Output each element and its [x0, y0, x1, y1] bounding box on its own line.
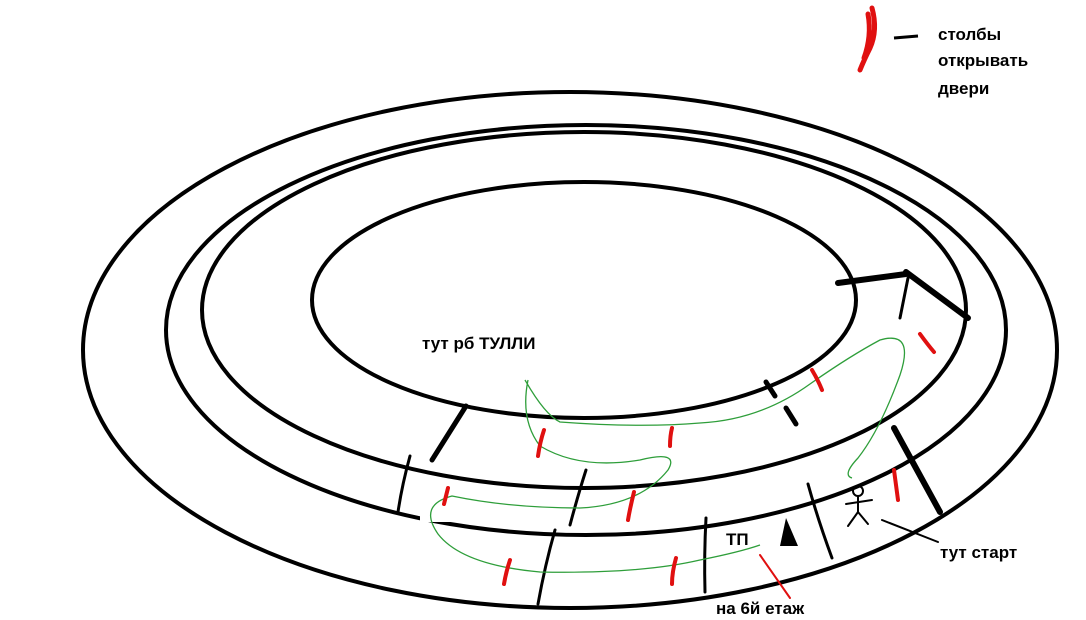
inner-wall: [310, 180, 858, 420]
red-pillar-icon: [626, 490, 636, 522]
red-pillar-icon: [892, 468, 900, 502]
floor-pointer: [759, 554, 791, 599]
legend-line-1: столбы: [938, 25, 1001, 44]
teleport-cone-icon: [780, 518, 798, 546]
outer-wall: [81, 90, 1059, 610]
route-path: [429, 337, 906, 573]
legend-dash: [893, 34, 919, 40]
wall-left-2: [568, 468, 588, 527]
wall-inner-mid-2: [783, 405, 799, 427]
red-pillar-icon: [536, 428, 546, 458]
wall-inner-left: [429, 403, 469, 463]
start-label: тут старт: [940, 543, 1017, 562]
red-pillar-icon: [668, 426, 674, 448]
wall-right-thick-1: [835, 271, 909, 286]
red-pillar-icon: [810, 368, 824, 392]
teleport-label: ТП: [726, 530, 749, 549]
wall-start-room: [891, 425, 943, 515]
gap-ring2-front: [420, 498, 452, 522]
wall-right-thick-2: [903, 269, 971, 321]
wall-left-1: [396, 454, 412, 514]
red-pillar-icon: [670, 556, 678, 586]
start-pointer: [881, 519, 939, 543]
ring-wall-2: [164, 123, 1008, 537]
legend-line-2: открывать: [938, 51, 1028, 70]
legend-pillar-icon: [857, 5, 878, 73]
wall-front-2: [703, 516, 708, 594]
boss-label: тут рб ТУЛЛИ: [422, 334, 535, 353]
wall-right-thin: [898, 276, 910, 320]
floor-label: на 6й етаж: [716, 599, 805, 618]
red-pillar-icon: [502, 558, 512, 586]
wall-front-1: [536, 528, 557, 606]
wall-inner-mid-1: [763, 379, 778, 399]
pointer-lines: [759, 519, 939, 599]
red-pillar-icon: [442, 486, 450, 506]
partition-walls: [396, 269, 971, 606]
stick-figure-icon: [845, 485, 873, 527]
legend-line-3: двери: [938, 79, 989, 98]
ring-walls: [81, 90, 1059, 610]
red-pillar-icon: [918, 332, 936, 354]
pillars: [442, 332, 936, 586]
wall-start-left: [806, 482, 834, 560]
ring-wall-3: [200, 130, 968, 490]
